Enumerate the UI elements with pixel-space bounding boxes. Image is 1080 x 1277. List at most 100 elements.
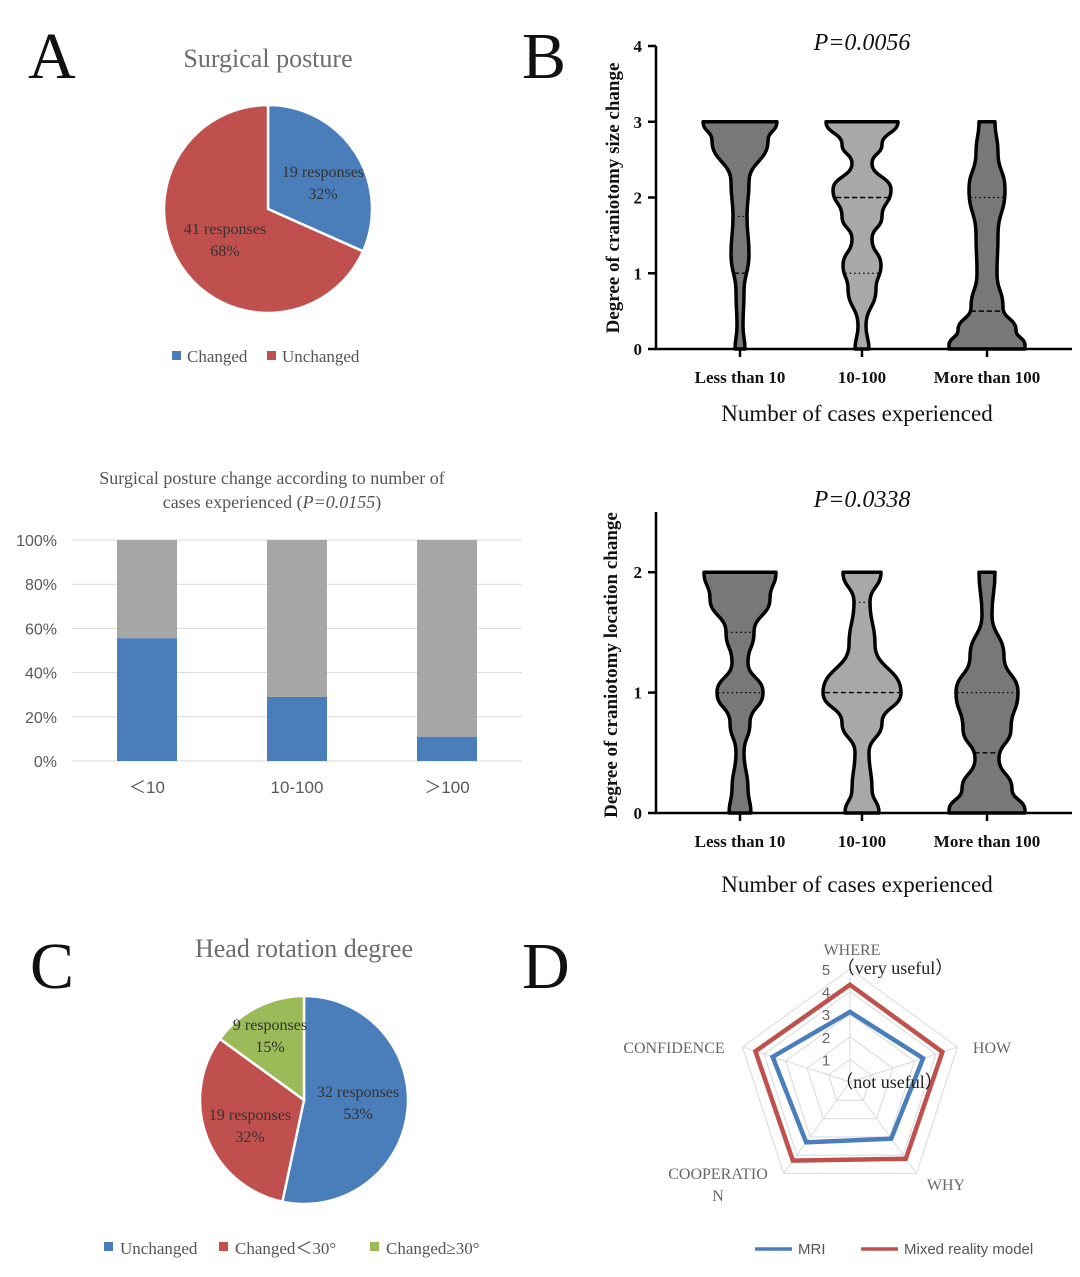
vio1-x-tick-label: 10-100	[838, 368, 886, 387]
vio2-violin-1	[821, 570, 903, 815]
panel-letter-d: D	[522, 930, 570, 1003]
bar-bars	[117, 540, 477, 761]
radar-grid-ring	[741, 968, 959, 1174]
vio2-y-tick-label: 2	[634, 563, 643, 582]
bar-y-tick-label: 80%	[25, 577, 57, 594]
pie-a-legend-swatch-unchanged	[267, 351, 276, 360]
bar-title-suffix: )	[375, 492, 381, 513]
radar-tick-label: 3	[822, 1007, 830, 1024]
radar-tick-label: 1	[822, 1052, 830, 1069]
vio1-y-tick-label: 2	[634, 189, 643, 208]
pie-c-legend-lt30: Changed＜30°	[235, 1239, 336, 1258]
pie-c-pct-lt30: 32%	[235, 1129, 264, 1146]
pie-a-pct-changed: 32%	[308, 186, 337, 203]
pie-slice-0	[266, 103, 374, 253]
pie-c-legend-unchanged: Unchanged	[120, 1239, 198, 1258]
pie-c-legend-ge30: Changed≥30°	[386, 1239, 480, 1258]
violin-2-ylabel: Degree of craniotomy location change	[601, 512, 622, 818]
bar-x-tick-label: 10-100	[271, 778, 324, 797]
bar-segment-2-0	[417, 736, 477, 761]
vio1-violin-2	[947, 120, 1027, 351]
bar-y-tick-label: 60%	[25, 621, 57, 638]
radar-grid	[741, 968, 959, 1174]
bar-y-tick-label: 100%	[16, 533, 57, 550]
pie-c-pct-ge30: 15%	[255, 1039, 284, 1056]
violin-chart-size: P=0.0056 Degree of craniotomy size chang…	[603, 30, 1072, 426]
radar-spoke	[783, 1081, 851, 1174]
radar-note-not-useful: （not useful）	[835, 1072, 943, 1092]
bar-segment-1-0	[267, 696, 327, 761]
radar-ticks: 1 2 3 4 5	[822, 962, 830, 1069]
vio1-violin-0	[701, 120, 779, 351]
vio2-violin-2	[947, 570, 1027, 815]
pie-chart-surgical-posture: Surgical posture 19 responses 32% 41 res…	[162, 44, 374, 366]
radar-axis-confidence: CONFIDENCE	[623, 1040, 724, 1057]
radar-grid-ring	[806, 1036, 894, 1120]
violin-1-xlabel: Number of cases experienced	[721, 401, 993, 426]
pie-c-slices	[198, 994, 410, 1206]
violin-2-axes: 0 1 2 Less than 10 10-100 More than 100	[634, 512, 1072, 851]
pie-a-slices	[162, 103, 374, 315]
pie-slice-2	[218, 994, 306, 1103]
radar-series-1	[752, 982, 946, 1163]
radar-legend-mri: MRI	[798, 1241, 826, 1258]
bar-x-tick-label: ＜10	[129, 778, 165, 797]
vio1-x-tick-label: More than 100	[934, 368, 1040, 387]
bar-segment-0-0	[117, 638, 177, 761]
violin-1-pvalue: P=0.0056	[813, 30, 911, 56]
stacked-bar-chart: Surgical posture change according to num…	[16, 468, 522, 797]
pie-c-label-lt30: 19 responses	[209, 1107, 291, 1124]
vio2-violin-0	[702, 570, 778, 815]
bar-title-prefix: cases experienced (	[163, 492, 303, 513]
vio2-y-tick-label: 0	[634, 804, 643, 823]
violin-chart-location: P=0.0338 Degree of craniotomy location c…	[601, 487, 1072, 897]
radar-grid-ring	[827, 1058, 873, 1101]
radar-series-0	[769, 1009, 926, 1145]
radar-note-very-useful: （very useful）	[837, 958, 953, 978]
panel-letter-c: C	[30, 930, 74, 1003]
panel-letter-a: A	[28, 20, 76, 93]
radar-tick-label: 4	[822, 985, 830, 1002]
violin-1-ylabel: Degree of craniotomy size change	[603, 63, 624, 334]
radar-spoke	[742, 1046, 851, 1083]
vio2-y-tick-label: 1	[634, 684, 643, 703]
vio1-y-tick-label: 1	[634, 264, 643, 283]
radar-axis-cooperation-1: COOPERATIO	[668, 1166, 768, 1183]
bar-y-tick-label: 20%	[25, 710, 57, 727]
radar-series	[752, 982, 946, 1163]
radar-axis-cooperation-2: N	[712, 1188, 724, 1205]
pie-c-legend-swatch-lt30	[219, 1242, 228, 1251]
pie-c-label-ge30: 9 responses	[233, 1017, 307, 1034]
bar-x-tick-label: ＞100	[424, 778, 469, 797]
vio1-violin-1	[824, 120, 900, 351]
radar-chart: 1 2 3 4 5 WHERE HOW WHY COOPERATIO N CONFIDE…	[623, 942, 1033, 1258]
pie-a-legend-unchanged: Unchanged	[282, 347, 360, 366]
radar-legend-mixed-reality: Mixed reality model	[904, 1241, 1033, 1258]
violin-1-bodies	[701, 120, 1027, 351]
pie-a-legend-swatch-changed	[172, 351, 181, 360]
vio1-y-tick-label: 3	[634, 113, 643, 132]
radar-grid-ring	[784, 1013, 916, 1138]
pie-c-label-unchanged: 32 responses	[317, 1084, 399, 1101]
radar-axis-where: WHERE	[824, 942, 881, 959]
radar-grid-ring	[763, 990, 937, 1156]
pie-a-legend-changed: Changed	[187, 347, 248, 366]
radar-spoke	[849, 1046, 958, 1083]
pie-c-pct-unchanged: 53%	[343, 1106, 372, 1123]
bar-y-ticks: 0% 20% 40% 60% 80% 100%	[16, 533, 57, 771]
pie-slice-1	[162, 103, 365, 315]
pie-a-label-unchanged: 41 responses	[184, 221, 266, 238]
pie-c-legend-swatch-unchanged	[104, 1242, 113, 1251]
vio2-x-tick-label: 10-100	[838, 832, 886, 851]
bar-title-line2: cases experienced (P=0.0155)	[163, 492, 382, 513]
pie-c-title: Head rotation degree	[195, 934, 413, 963]
radar-axis-why: WHY	[927, 1177, 966, 1194]
bar-y-tick-label: 40%	[25, 666, 57, 683]
panel-letter-b: B	[522, 20, 566, 93]
pie-a-pct-unchanged: 68%	[210, 243, 239, 260]
bar-y-tick-label: 0%	[34, 754, 57, 771]
radar-tick-label: 2	[822, 1030, 830, 1047]
vio1-y-tick-label: 0	[634, 340, 643, 359]
bar-title-pvalue: P=0.0155	[302, 492, 376, 512]
bar-segment-2-1	[417, 540, 477, 737]
